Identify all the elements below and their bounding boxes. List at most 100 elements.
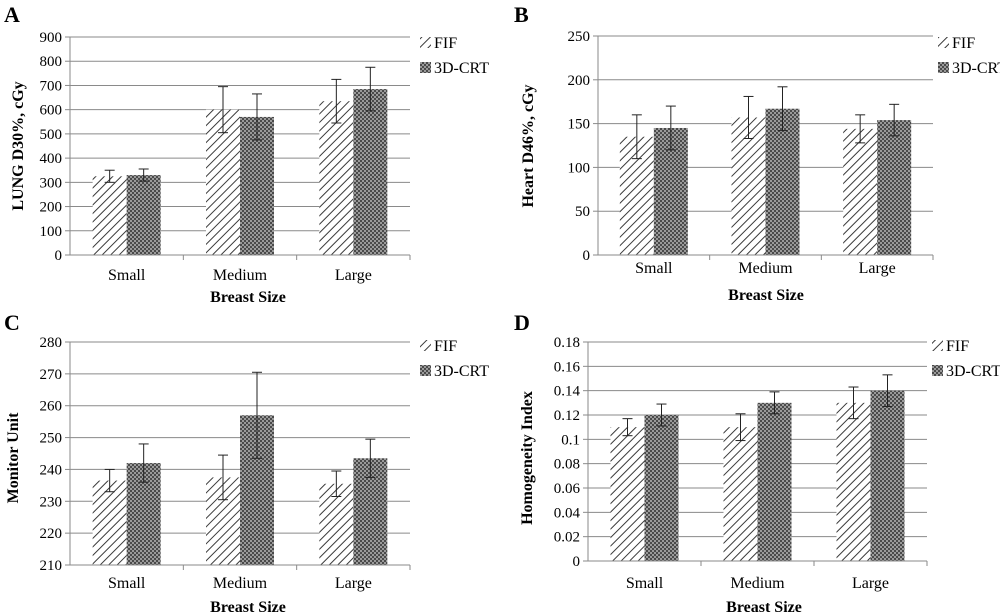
y-tick-label: 0.18 [554,335,580,351]
legend-label: 3D-CRT [434,60,489,77]
y-tick-label: 600 [40,103,63,119]
plot-area: 0 100 200 300 400 500 600 700 800 900 Small Medium L… [40,30,411,284]
bar-3d-crt-large [870,390,905,561]
y-tick-label: 0.14 [554,384,581,400]
bar-fif-medium [731,117,766,255]
x-axis-title: Breast Size [728,287,804,304]
y-tick-label: 0 [583,248,591,264]
plot-area: 0 50 100 150 200 250 Small Medium Large [568,29,934,277]
chart-d-svg: D Homogeneity Index Breast Size 0 0.02 0.0… [514,310,1000,616]
bar-3d-crt-medium [757,402,792,561]
panel-c: C Monitor Unit Breast Size 210 220 230 240 2… [0,308,500,616]
y-tick-label: 270 [40,367,63,383]
panel-label: A [4,2,20,27]
bar-fif-small [92,480,127,565]
legend-swatch [420,37,431,48]
bar-3d-crt-large [877,120,912,255]
y-axis-title: Monitor Unit [5,412,22,503]
bar-3d-crt-small [126,175,161,255]
bar-fif-small [92,176,127,255]
legend-label: 3D-CRT [946,363,1000,380]
x-category-label: Small [635,260,673,277]
y-tick-label: 0.12 [554,408,580,424]
x-category-label: Small [626,575,664,592]
y-tick-label: 0.06 [554,481,581,497]
legend-swatch [932,340,943,351]
y-tick-label: 200 [568,73,591,89]
legend-label: FIF [434,35,457,52]
y-tick-label: 100 [40,224,63,240]
y-tick-label: 200 [40,200,63,216]
y-tick-label: 250 [40,431,63,447]
y-tick-label: 300 [40,175,63,191]
chart-a-svg: A LUNG D30%, cGy Breast Size 0 100 200 300 4… [4,2,489,306]
legend-label: 3D-CRT [434,363,489,380]
legend-label: FIF [434,338,457,355]
x-axis-title: Breast Size [726,599,802,616]
legend-swatch [420,340,431,351]
bar-fif-medium [723,427,758,561]
y-tick-label: 230 [40,494,63,510]
x-category-label: Small [108,267,146,284]
y-tick-label: 0.02 [554,530,580,546]
legend: FIF 3D-CRT [420,35,489,77]
y-tick-label: 0.1 [561,432,580,448]
y-axis-title: Homogeneity Index [519,391,536,525]
legend-swatch [938,37,949,48]
y-tick-label: 280 [40,335,63,351]
y-tick-label: 150 [568,117,591,133]
legend-swatch [932,365,943,376]
y-tick-label: 900 [40,30,63,46]
bar-fif-large [843,128,878,255]
y-tick-label: 0.08 [554,457,580,473]
bar-fif-small [610,427,645,561]
x-category-label: Large [852,575,889,592]
legend-label: FIF [946,338,969,355]
x-category-label: Medium [213,575,268,592]
x-axis-title: Breast Size [210,289,286,306]
y-tick-label: 700 [40,78,63,94]
y-axis-title: Heart D46%, cGy [520,84,537,207]
y-tick-label: 260 [40,399,63,415]
y-tick-label: 800 [40,54,63,70]
y-tick-label: 100 [568,160,591,176]
panel-d: D Homogeneity Index Breast Size 0 0.02 0.0… [500,308,1000,616]
y-tick-label: 220 [40,526,63,542]
legend-swatch [420,62,431,73]
legend-label: 3D-CRT [952,60,1000,77]
bar-3d-crt-large [353,89,388,255]
bar-3d-crt-small [644,415,679,561]
panel-label: C [4,310,20,335]
y-tick-label: 400 [40,151,63,167]
x-category-label: Small [108,575,146,592]
plot-area: 0 0.02 0.04 0.06 0.08 0.1 0.12 0.14 0.16 0.18 Smal… [554,335,928,592]
y-tick-label: 240 [40,462,63,478]
panel-label: B [514,2,529,27]
chart-b-svg: B Heart D46%, cGy Breast Size 0 50 100 150 2… [514,2,1000,304]
y-tick-label: 0 [55,248,63,264]
y-tick-label: 0 [573,554,581,570]
bar-fif-large [319,101,354,255]
y-axis-title: LUNG D30%, cGy [10,81,27,210]
x-category-label: Large [335,267,372,284]
bar-3d-crt-medium [765,108,800,255]
y-tick-label: 50 [575,204,590,220]
panel-b: B Heart D46%, cGy Breast Size 0 50 100 150 2… [500,0,1000,308]
x-category-label: Medium [738,260,793,277]
y-tick-label: 500 [40,127,63,143]
plot-area: 210 220 230 240 250 260 270 280 Small Medium Large [40,335,411,592]
x-category-label: Large [335,575,372,592]
x-category-label: Medium [730,575,785,592]
legend-swatch [420,365,431,376]
legend: FIF 3D-CRT [938,35,1000,77]
panel-label: D [514,310,530,335]
legend-swatch [938,62,949,73]
x-axis-title: Breast Size [210,599,286,616]
x-category-label: Medium [213,267,268,284]
y-tick-label: 0.04 [554,505,581,521]
panel-a: A LUNG D30%, cGy Breast Size 0 100 200 300 4… [0,0,500,308]
x-category-label: Large [859,260,896,277]
y-tick-label: 250 [568,29,591,45]
bar-fif-medium [206,109,240,256]
legend: FIF 3D-CRT [420,338,489,380]
